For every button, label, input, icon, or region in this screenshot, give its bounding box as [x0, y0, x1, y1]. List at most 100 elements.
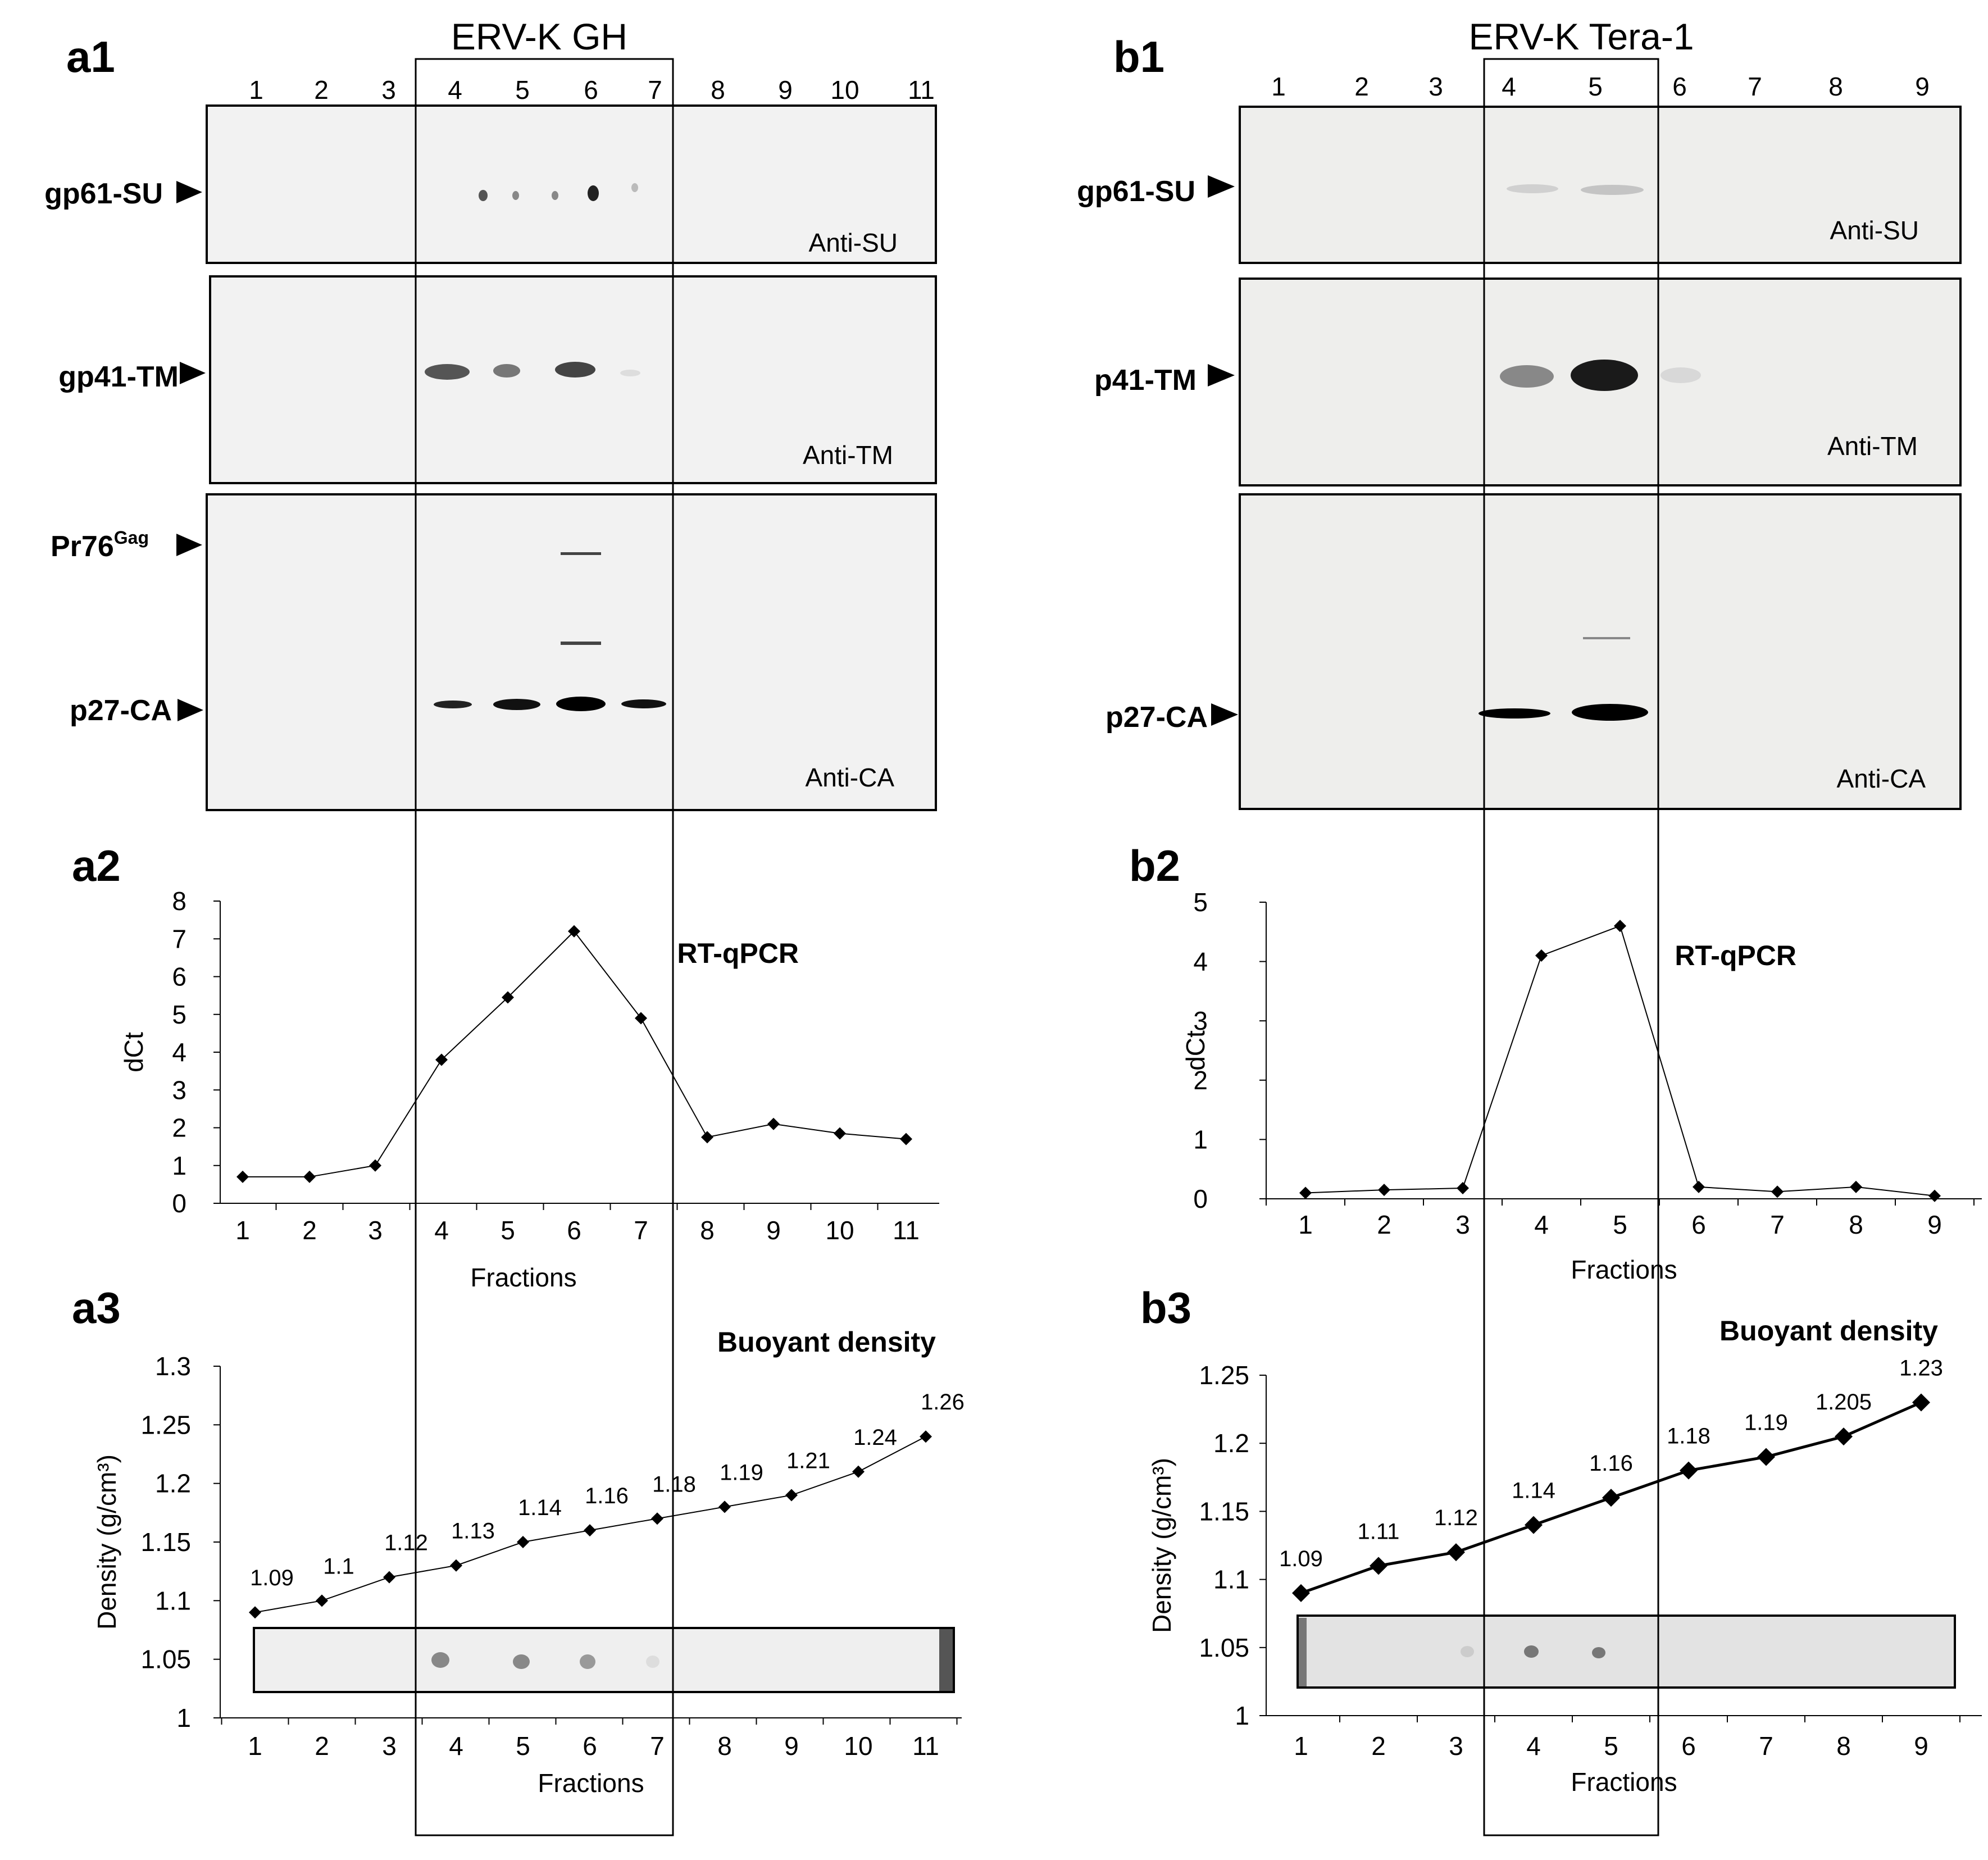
band-a-tm-4: [425, 364, 470, 380]
x-tick-label: 1: [1294, 1731, 1308, 1761]
y-tick-label: 1.25: [1199, 1361, 1249, 1390]
lane-number: 3: [1429, 72, 1443, 101]
dot-b-5: [1592, 1647, 1605, 1658]
lane-number: 3: [381, 75, 396, 104]
lane-number: 5: [515, 75, 530, 104]
y-tick-label: 1.05: [1199, 1633, 1249, 1662]
band-a-su-5: [512, 191, 519, 200]
data-label: 1.205: [1816, 1390, 1872, 1415]
data-point: [718, 1500, 731, 1513]
y-tick-label: 1.1: [1213, 1565, 1249, 1594]
dot-a-6: [580, 1654, 595, 1669]
data-point: [767, 1117, 780, 1130]
x-tick-label: 10: [844, 1731, 872, 1761]
data-point: [1378, 1184, 1390, 1197]
lane-number: 9: [1915, 72, 1930, 101]
x-tick-label: 8: [700, 1216, 715, 1245]
x-tick-label: 4: [1526, 1731, 1541, 1761]
x-tick-label: 4: [434, 1216, 449, 1245]
y-axis-title: dCt: [1181, 1030, 1210, 1071]
panel-label-b1: b1: [1113, 32, 1164, 81]
data-point: [1771, 1185, 1784, 1198]
data-point: [1693, 1180, 1705, 1193]
band-a-pr76: [561, 552, 601, 555]
data-label: 1.18: [652, 1472, 696, 1497]
lane-number: 9: [778, 75, 793, 104]
band-b-ca-4: [1479, 708, 1550, 718]
chart-title: RT-qPCR: [1675, 940, 1796, 971]
y-tick-label: 1: [172, 1151, 186, 1180]
highlight-box-right: [1483, 58, 1659, 1836]
lane-number: 8: [711, 75, 725, 104]
dot-a-7: [646, 1656, 659, 1668]
x-axis-title: Fractions: [470, 1263, 576, 1292]
data-point: [785, 1489, 798, 1502]
y-tick-label: 1: [176, 1703, 191, 1732]
band-a-su-6b: [588, 185, 599, 201]
dot-blot-right-edge: [1299, 1618, 1307, 1686]
dot-blot-left-edge: [939, 1629, 953, 1691]
blot-left-tm: [209, 275, 937, 484]
x-axis-title: Fractions: [1571, 1255, 1677, 1284]
data-point: [1447, 1543, 1465, 1562]
left-band-labels: gp61-SU gp41-TM Pr76Gag p27-CA: [44, 178, 206, 727]
blot-left-su: [206, 104, 937, 264]
blot-right-ca: [1239, 493, 1962, 810]
x-tick-label: 9: [1927, 1210, 1942, 1239]
data-point: [701, 1131, 713, 1144]
data-point: [1928, 1189, 1941, 1202]
data-point: [1602, 1489, 1620, 1507]
label-p27-ca-left: p27-CA: [70, 694, 172, 727]
x-tick-label: 3: [368, 1216, 383, 1245]
label-p27-ca-right: p27-CA: [1106, 701, 1208, 734]
x-tick-label: 5: [516, 1731, 530, 1761]
chart-title: Buoyant density: [1719, 1315, 1938, 1347]
x-axis-title: Fractions: [538, 1768, 644, 1798]
label-p41-tm-right: p41-TM: [1094, 364, 1197, 397]
y-tick-label: 1.15: [1199, 1497, 1249, 1526]
data-point: [1370, 1557, 1387, 1575]
y-tick-label: 1.1: [155, 1586, 191, 1615]
x-tick-label: 11: [893, 1216, 920, 1245]
series-line: [243, 930, 907, 1177]
y-tick-label: 7: [172, 924, 186, 953]
label-gp41-tm-left: gp41-TM: [58, 361, 179, 393]
lane-number: 11: [908, 75, 935, 104]
x-tick-label: 6: [583, 1731, 597, 1761]
data-point: [1535, 949, 1548, 962]
panel-label-a3: a3: [72, 1283, 121, 1333]
arrow-icon: [1208, 364, 1235, 386]
data-point: [568, 925, 580, 938]
data-point: [249, 1606, 261, 1619]
lane-number: 10: [830, 75, 859, 104]
data-point: [635, 1012, 647, 1025]
x-tick-label: 4: [449, 1731, 463, 1761]
data-point: [1680, 1461, 1698, 1480]
band-a-ca-4: [434, 701, 472, 708]
data-label: 1.26: [921, 1390, 965, 1415]
data-point: [1850, 1180, 1862, 1193]
x-tick-label: 9: [766, 1216, 781, 1245]
chart-a2-rt-qpcr: 0 1 2 3 4 5 6 7 8 1 2 3 4 5 6 7 8 9 10 11 Fractions dCt RT-qPC…: [119, 886, 939, 1292]
data-point: [1912, 1393, 1930, 1412]
data-point: [584, 1524, 596, 1537]
left-lane-numbers: 1 2 3 4 5 6 7 8 9 10 11: [249, 75, 935, 104]
data-point: [852, 1465, 865, 1478]
y-tick-label: 2: [1193, 1066, 1208, 1095]
x-tick-label: 1: [235, 1216, 250, 1245]
anti-ca-left: Anti-CA: [806, 763, 895, 792]
band-b-tm-6: [1661, 367, 1701, 383]
y-axis-title: Density (g/cm³): [92, 1454, 121, 1630]
x-tick-label: 2: [1371, 1731, 1386, 1761]
band-a-ca-6: [556, 697, 606, 711]
dot-blot-left-strip: [253, 1627, 955, 1693]
data-label: 1.14: [518, 1495, 562, 1520]
x-tick-label: 7: [650, 1731, 665, 1761]
data-label: 1.09: [250, 1566, 294, 1590]
y-tick-label: 2: [172, 1113, 186, 1143]
x-tick-label: 8: [717, 1731, 732, 1761]
lane-number: 1: [1271, 72, 1286, 101]
arrow-icon: [176, 181, 202, 203]
band-b-tm-4: [1500, 365, 1554, 388]
